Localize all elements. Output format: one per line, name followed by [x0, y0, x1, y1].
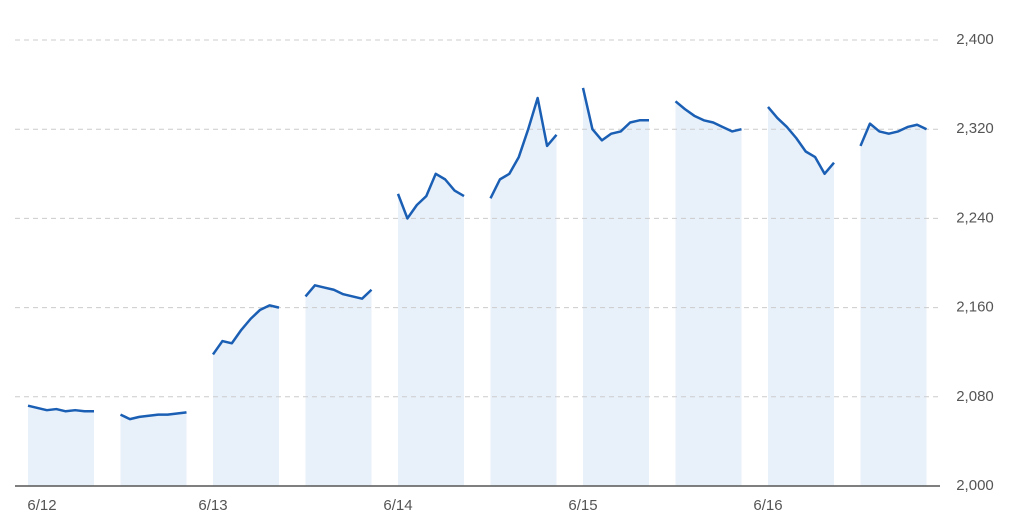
y-tick-label: 2,240	[956, 209, 994, 226]
x-tick-label: 6/14	[383, 497, 412, 514]
y-tick-label: 2,400	[956, 31, 994, 48]
y-tick-label: 2,080	[956, 388, 994, 405]
x-tick-label: 6/12	[27, 497, 56, 514]
x-tick-label: 6/16	[753, 497, 782, 514]
y-tick-label: 2,000	[956, 477, 994, 494]
line	[27, 87, 928, 421]
x-tick-label: 6/15	[568, 497, 597, 514]
y-tick-label: 2,320	[956, 120, 994, 137]
area	[28, 87, 927, 486]
x-tick-label: 6/13	[198, 497, 227, 514]
y-tick-label: 2,160	[956, 299, 994, 316]
